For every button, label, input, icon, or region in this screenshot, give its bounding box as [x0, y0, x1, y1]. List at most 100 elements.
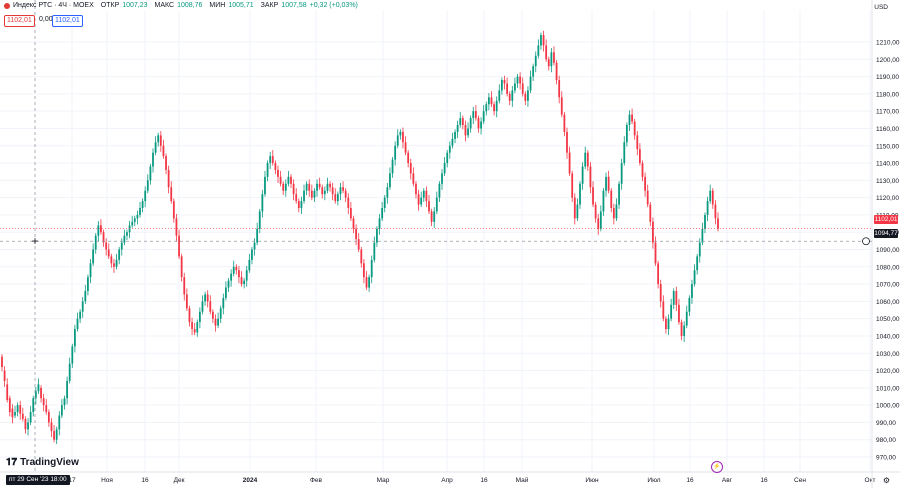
candle-body [425, 190, 428, 202]
x-tick-label: Июн [585, 477, 599, 484]
candle-body [573, 197, 576, 219]
candle-body [68, 363, 71, 381]
candle-body [105, 242, 108, 250]
last-price-tag: 1102,01 [874, 215, 898, 224]
market-status-icon [4, 2, 10, 9]
candle-body [87, 277, 89, 291]
x-tick-label: 16 [480, 477, 488, 484]
spread-value: 0,00 [37, 15, 55, 25]
currency-label[interactable]: USD [874, 4, 888, 11]
candle-body [318, 183, 321, 188]
candle-body [592, 187, 594, 205]
candle-body [29, 412, 32, 423]
x-tick-label: 16 [141, 477, 149, 484]
candle-body [92, 249, 95, 264]
candle-body [201, 301, 204, 312]
candle-body [282, 183, 285, 191]
candle-body [532, 66, 535, 77]
candle-body [264, 176, 266, 195]
candle-body [495, 100, 498, 112]
candle-body [605, 176, 607, 191]
candle-body [198, 311, 201, 323]
buy-button[interactable]: 1102,01 [52, 15, 83, 27]
candle-body [433, 211, 436, 222]
candle-body [323, 190, 326, 195]
candle-body [683, 325, 686, 336]
symbol-title[interactable]: Индекс РТС · 4Ч · MOEX [13, 2, 94, 9]
candle-body [717, 218, 719, 229]
sell-button[interactable]: 1102,01 [4, 15, 35, 27]
candle-body [560, 97, 563, 115]
candle-body [230, 273, 233, 281]
candle-body [448, 145, 451, 153]
x-tick-label: Окт [865, 477, 876, 484]
candle-body [576, 204, 579, 219]
candle-body [45, 405, 48, 413]
event-bolt-icon[interactable]: ⚡ [711, 461, 723, 473]
candle-body [19, 405, 22, 414]
candle-body [597, 218, 600, 229]
candle-body [113, 263, 115, 267]
candle-body [97, 225, 100, 236]
y-tick-label: 1120,00 [876, 195, 899, 202]
candle-body [394, 145, 397, 160]
candle-body [152, 152, 154, 167]
candle-body [472, 111, 475, 119]
candle-body [678, 304, 680, 323]
candle-body [347, 197, 350, 208]
candle-body [542, 35, 545, 46]
candle-body [258, 211, 261, 229]
candle-body [402, 131, 404, 143]
candle-body [566, 131, 568, 153]
candle-body [1, 356, 3, 368]
candle-body [225, 287, 227, 298]
candle-body [670, 304, 673, 319]
candle-body [438, 183, 441, 198]
y-tick-label: 980,00 [876, 437, 896, 444]
candle-body [370, 259, 373, 278]
y-tick-label: 1000,00 [876, 403, 900, 410]
candle-body [665, 318, 667, 330]
candle-body [310, 190, 313, 198]
tradingview-logo[interactable]: 𝟏𝟕 TradingView [6, 457, 79, 468]
candle-body [297, 201, 300, 208]
candle-body [412, 173, 415, 184]
candle-body [498, 90, 501, 101]
candle-body [139, 208, 141, 215]
candle-body [284, 183, 287, 191]
candle-body [8, 398, 11, 413]
x-tick-label: 2024 [243, 477, 258, 484]
candle-body [126, 232, 128, 236]
y-tick-label: 1090,00 [876, 247, 900, 254]
candle-body [623, 142, 626, 164]
candle-body [188, 308, 191, 323]
candle-body [303, 190, 305, 202]
candle-body [386, 187, 389, 198]
candle-body [654, 242, 657, 264]
candle-body [107, 249, 110, 257]
high-value: 1008,76 [177, 2, 203, 9]
candle-body [672, 291, 675, 305]
candle-body [287, 176, 290, 184]
y-tick-label: 990,00 [876, 420, 896, 427]
candle-body [167, 169, 170, 188]
candle-body [217, 318, 220, 326]
candle-body [657, 263, 660, 285]
settings-gear-icon[interactable]: ⚙ [882, 476, 890, 485]
candle-body [50, 422, 53, 432]
candle-body [47, 412, 50, 423]
close-label: ЗАКР [260, 2, 279, 9]
candle-body [81, 301, 84, 312]
y-tick-label: 1190,00 [876, 74, 899, 81]
candle-body [555, 62, 558, 81]
y-tick-label: 1180,00 [876, 91, 899, 98]
candle-body [443, 163, 446, 174]
candle-body [211, 311, 214, 319]
candle-body [631, 114, 633, 122]
candle-body [214, 318, 217, 326]
candle-body [625, 125, 628, 143]
candle-body [688, 297, 691, 312]
candle-body [599, 211, 602, 229]
